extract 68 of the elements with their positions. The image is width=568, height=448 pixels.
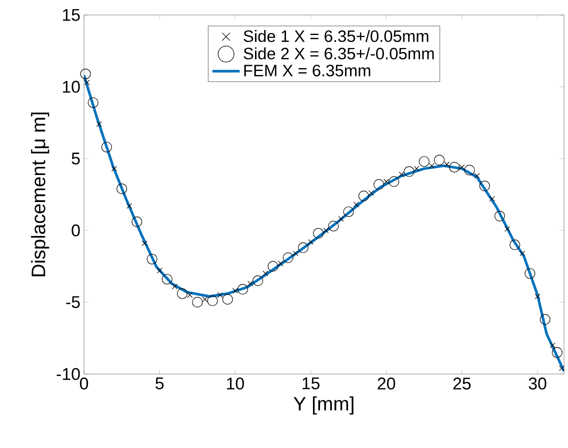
y-tick-label: -10 [56, 368, 80, 380]
point [162, 274, 172, 285]
point [237, 284, 248, 295]
point [84, 80, 90, 86]
point [176, 288, 188, 299]
point [524, 268, 536, 279]
point [504, 226, 510, 232]
point [80, 68, 91, 80]
x-axis-title: Y [mm] [294, 396, 354, 414]
legend-label: Side 2 X = 6.35+/-0.05mm [244, 47, 434, 60]
point [479, 180, 490, 192]
x-tick-label: 5 [156, 378, 164, 390]
y-axis-title: Displacement [μ m] [31, 112, 50, 276]
point [328, 220, 339, 232]
point [388, 176, 400, 187]
point [308, 239, 314, 245]
point [262, 270, 268, 276]
x-tick-label: 25 [453, 378, 471, 390]
point [510, 239, 520, 250]
point [338, 216, 344, 222]
point [494, 210, 506, 222]
point [248, 280, 254, 286]
point [156, 268, 162, 274]
point [101, 142, 112, 152]
legend-label: FEM X = 6.35mm [244, 64, 370, 76]
point [132, 216, 142, 228]
y-tick-label: 10 [62, 80, 80, 93]
point [398, 172, 404, 178]
point [464, 164, 475, 176]
y-tick-label: 0 [72, 224, 80, 236]
point [298, 242, 308, 253]
x-tick-label: 0 [80, 378, 88, 390]
point [489, 196, 495, 202]
y-tick-label: 5 [72, 152, 80, 165]
point [558, 365, 565, 372]
point [428, 163, 434, 169]
y-tick-label: -5 [66, 296, 80, 308]
point [232, 288, 238, 294]
x-tick-label: 15 [302, 378, 320, 390]
legend-label: Side 1 X = 6.35+/0.05mm [244, 30, 428, 42]
point [207, 295, 218, 306]
point [222, 294, 233, 305]
point [111, 166, 118, 172]
point [434, 154, 445, 166]
point [534, 294, 540, 300]
point [88, 97, 98, 108]
point [252, 275, 264, 286]
x-tick-label: 20 [378, 378, 396, 390]
point [172, 284, 178, 290]
point [343, 206, 354, 218]
point [187, 292, 193, 298]
point [552, 347, 562, 358]
point [520, 250, 526, 256]
point [474, 173, 480, 179]
point [96, 121, 102, 127]
x-tick-label: 30 [528, 378, 546, 390]
y-tick-label: 15 [62, 9, 80, 21]
point [142, 240, 148, 246]
point [418, 156, 430, 167]
point [217, 292, 223, 298]
point [126, 203, 132, 209]
point [353, 202, 359, 208]
point [444, 162, 450, 168]
point [550, 342, 556, 348]
x-tick-label: 10 [227, 378, 244, 390]
point [116, 183, 128, 194]
point [146, 254, 158, 264]
point [540, 314, 550, 325]
